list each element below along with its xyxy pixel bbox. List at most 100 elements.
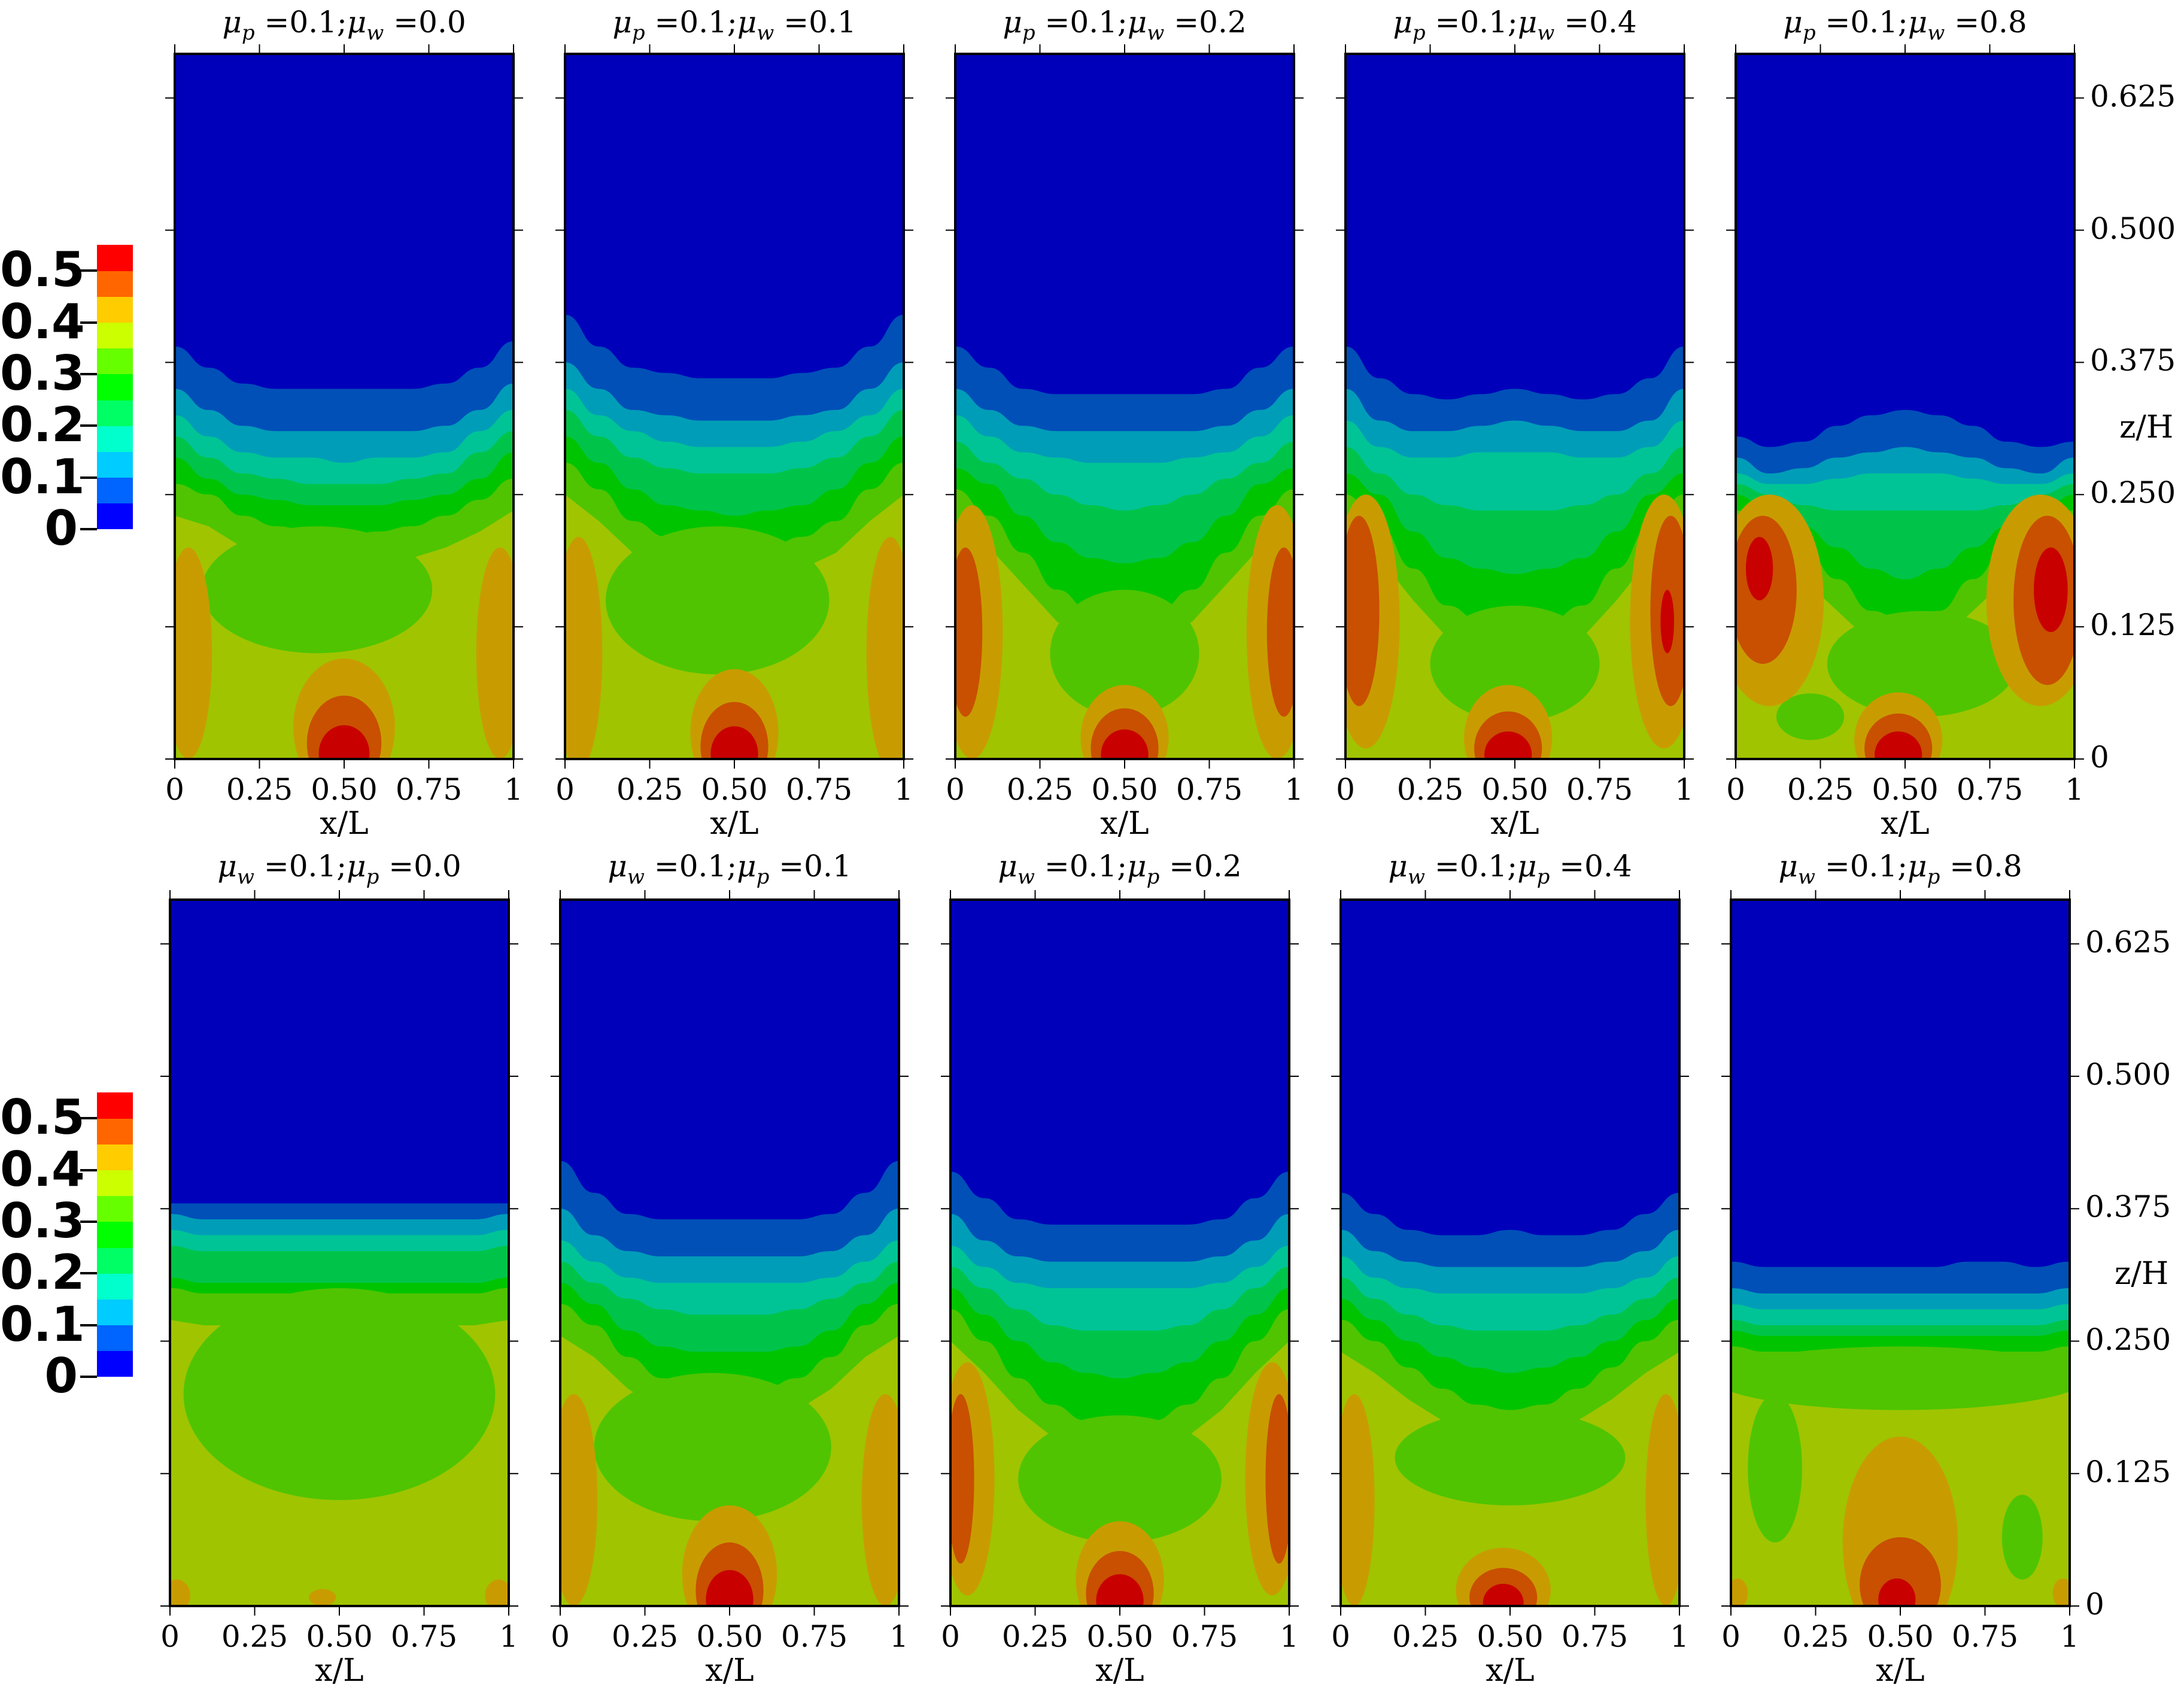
colorbar-tick-label: 0 bbox=[44, 500, 78, 556]
colorbar-tick bbox=[80, 321, 97, 324]
contour-panel bbox=[1726, 44, 2084, 769]
colorbar-band bbox=[97, 296, 133, 323]
title-value: =0.1 bbox=[774, 5, 856, 40]
y-tick-label: 0.500 bbox=[2090, 211, 2176, 246]
title-mu-symbol: μ bbox=[1393, 5, 1413, 40]
title-mu-symbol: μ bbox=[347, 5, 367, 40]
title-subscript: w bbox=[627, 865, 645, 889]
contour-plot bbox=[946, 44, 1304, 769]
x-tick-label: 0.75 bbox=[1566, 772, 1633, 807]
title-subscript: p bbox=[1927, 865, 1940, 889]
x-axis-label: x/L bbox=[705, 1653, 754, 1689]
colorbar-band bbox=[97, 503, 133, 530]
title-subscript: p bbox=[756, 865, 770, 889]
x-tick-label: 0.75 bbox=[1951, 1619, 2019, 1654]
y-tick-label: 0 bbox=[2085, 1587, 2104, 1622]
x-tick-label: 0.75 bbox=[1956, 772, 2024, 807]
x-tick-label: 0.75 bbox=[395, 772, 463, 807]
colorbar-band bbox=[97, 1092, 133, 1119]
title-mu-symbol: μ bbox=[612, 5, 632, 40]
contour-panel bbox=[1331, 890, 1689, 1616]
x-tick-label: 0.25 bbox=[226, 772, 293, 807]
contour-panel bbox=[946, 44, 1304, 769]
x-tick-label: 0.50 bbox=[696, 1619, 763, 1654]
x-tick-label: 0.25 bbox=[221, 1619, 288, 1654]
title-mu-symbol: μ bbox=[1003, 5, 1022, 40]
x-tick-label: 1 bbox=[1280, 1619, 1299, 1654]
title-mu-symbol: μ bbox=[1127, 849, 1147, 884]
x-tick-label: 0 bbox=[946, 772, 965, 807]
colorbar-band bbox=[97, 348, 133, 375]
title-mu-symbol: μ bbox=[217, 849, 237, 884]
x-tick-label: 0.25 bbox=[611, 1619, 679, 1654]
x-axis-label: x/L bbox=[1490, 806, 1539, 842]
contour-plot bbox=[1721, 890, 2079, 1616]
x-tick-label: 0 bbox=[1721, 1619, 1740, 1654]
contour-panel bbox=[555, 44, 913, 769]
colorbar bbox=[97, 1092, 133, 1377]
title-mu-symbol: μ bbox=[1907, 5, 1928, 40]
x-axis-label: x/L bbox=[1881, 806, 1930, 842]
x-tick-label: 0.25 bbox=[1001, 1619, 1069, 1654]
title-subscript: p bbox=[1146, 865, 1160, 889]
y-tick-label: 0.125 bbox=[2085, 1454, 2171, 1489]
x-tick-label: 0.25 bbox=[1787, 772, 1854, 807]
y-tick-label: 0.375 bbox=[2090, 343, 2176, 378]
panel-title: μp =0.1;μw =0.2 bbox=[1003, 5, 1246, 45]
colorbar-band bbox=[97, 1350, 133, 1377]
title-value: =0.1; bbox=[254, 5, 347, 40]
colorbar-tick-label: 0.5 bbox=[0, 242, 85, 298]
colorbar-band bbox=[97, 477, 133, 504]
colorbar-band bbox=[97, 1195, 133, 1222]
title-mu-symbol: μ bbox=[737, 849, 757, 884]
colorbar-tick bbox=[80, 1272, 97, 1275]
title-value: =0.1; bbox=[1034, 849, 1128, 884]
x-tick-label: 0.50 bbox=[1481, 772, 1548, 807]
x-tick-label: 0.75 bbox=[780, 1619, 848, 1654]
x-tick-label: 0.25 bbox=[1396, 772, 1464, 807]
colorbar-tick bbox=[80, 1376, 97, 1378]
title-subscript: w bbox=[366, 21, 384, 45]
title-value: =0.1; bbox=[1035, 5, 1128, 40]
colorbar-tick-label: 0.4 bbox=[0, 1141, 85, 1197]
title-value: =0.1 bbox=[769, 849, 852, 884]
title-value: =0.8 bbox=[1940, 849, 2022, 884]
colorbar-tick-label: 0 bbox=[44, 1348, 78, 1404]
colorbar-tick-label: 0.2 bbox=[0, 397, 85, 453]
colorbar-band bbox=[97, 451, 133, 478]
title-mu-symbol: μ bbox=[347, 849, 366, 884]
colorbar-tick-label: 0.3 bbox=[0, 345, 85, 401]
panel-title: μw =0.1;μp =0.0 bbox=[217, 849, 461, 889]
colorbar-tick-label: 0.4 bbox=[0, 293, 85, 350]
colorbar-band bbox=[97, 245, 133, 271]
y-tick-label: 0.250 bbox=[2085, 1322, 2171, 1357]
y-tick-label: 0 bbox=[2090, 740, 2109, 775]
title-mu-symbol: μ bbox=[222, 5, 242, 40]
colorbar-tick-label: 0.5 bbox=[0, 1089, 85, 1146]
title-subscript: w bbox=[1537, 21, 1555, 45]
title-subscript: w bbox=[1407, 865, 1425, 889]
contour-panel bbox=[160, 890, 518, 1616]
contour-panel bbox=[941, 890, 1299, 1616]
title-value: =0.2 bbox=[1164, 5, 1247, 40]
panel-title: μp =0.1;μw =0.8 bbox=[1783, 5, 2027, 45]
y-tick-label: 0.125 bbox=[2090, 608, 2176, 643]
panel-title: μw =0.1;μp =0.1 bbox=[607, 849, 851, 889]
colorbar-band bbox=[97, 1221, 133, 1248]
x-axis-label: x/L bbox=[1100, 806, 1149, 842]
x-tick-label: 0.50 bbox=[1872, 772, 1939, 807]
title-value: =0.0 bbox=[379, 849, 461, 884]
title-value: =0.1; bbox=[254, 849, 347, 884]
x-tick-label: 0 bbox=[165, 772, 184, 807]
title-value: =0.1; bbox=[1815, 5, 1908, 40]
x-tick-label: 1 bbox=[1284, 772, 1304, 807]
panel-title: μw =0.1;μp =0.2 bbox=[998, 849, 1241, 889]
colorbar-tick bbox=[80, 269, 97, 272]
colorbar-band bbox=[97, 1118, 133, 1145]
title-value: =0.1; bbox=[1815, 849, 1908, 884]
x-tick-label: 0.25 bbox=[1006, 772, 1074, 807]
x-tick-label: 0.75 bbox=[1171, 1619, 1238, 1654]
title-subscript: w bbox=[1017, 865, 1035, 889]
x-tick-label: 0 bbox=[1726, 772, 1745, 807]
y-axis-label: z/H bbox=[2115, 1255, 2169, 1292]
